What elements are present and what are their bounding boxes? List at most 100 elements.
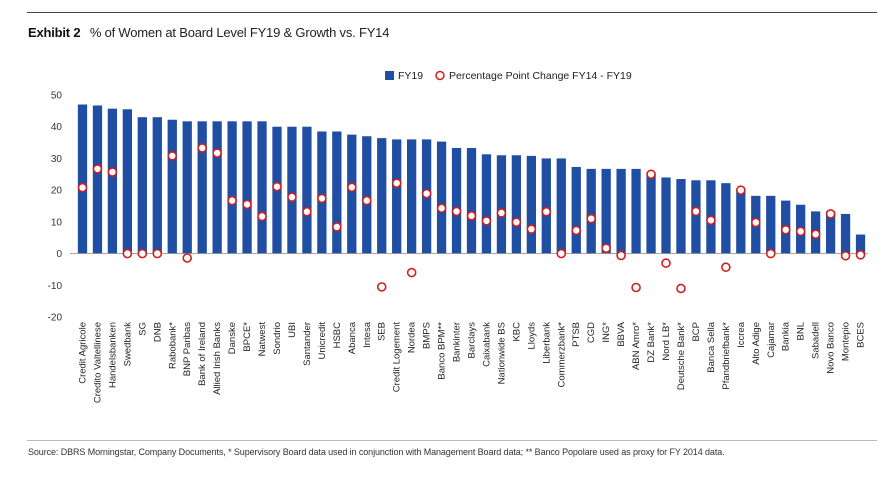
top-rule	[27, 12, 877, 13]
change-marker	[212, 148, 222, 158]
change-marker	[92, 164, 103, 174]
x-category-label: ING*	[601, 322, 612, 343]
y-tick-label: 20	[51, 186, 63, 197]
change-marker	[272, 181, 282, 192]
y-tick-label: 50	[51, 91, 63, 102]
x-category-label: Lloyds	[526, 322, 537, 350]
bar	[77, 104, 88, 254]
change-marker	[810, 229, 821, 240]
x-category-label: BCP	[691, 322, 702, 342]
y-tick-label: -20	[48, 313, 63, 324]
bar	[137, 117, 147, 254]
x-category-label: BMPS	[422, 322, 433, 349]
marker-series	[77, 143, 866, 294]
bar	[436, 141, 447, 254]
bar	[855, 234, 866, 254]
bar	[107, 108, 118, 254]
change-marker	[721, 262, 731, 273]
change-marker	[302, 206, 312, 217]
bar	[227, 121, 237, 254]
bar	[496, 155, 507, 254]
change-marker	[556, 248, 567, 259]
x-category-label: Credito Valtellinese	[92, 322, 103, 403]
source-note: Source: DBRS Morningstar, Company Docume…	[28, 447, 725, 457]
change-marker	[466, 211, 477, 221]
x-category-label: Alto Adige	[751, 322, 762, 365]
change-marker	[676, 283, 686, 294]
bar	[167, 119, 177, 254]
x-category-label: Rabobank*	[167, 322, 178, 369]
change-marker	[586, 213, 597, 224]
x-category-label: Montepio	[841, 322, 852, 361]
x-category-label: PTSB	[571, 322, 582, 347]
change-marker	[436, 203, 447, 214]
x-category-label: BCES	[856, 322, 867, 348]
bar	[526, 155, 536, 254]
x-category-label: Danske	[227, 322, 238, 354]
bar	[840, 213, 851, 254]
x-category-label: Swedbank	[122, 322, 133, 367]
x-category-label: Intesa	[362, 321, 373, 348]
change-marker	[496, 208, 507, 218]
x-category-label: Caixabank	[481, 322, 492, 367]
change-marker	[840, 250, 851, 261]
change-marker	[601, 243, 611, 253]
bar	[586, 168, 596, 254]
x-category-label: Nord LB*	[661, 322, 672, 361]
change-marker	[242, 199, 252, 210]
x-category-label: Unicredit	[317, 322, 328, 360]
x-category-label: UBI	[287, 322, 298, 338]
change-marker	[541, 206, 552, 217]
change-marker	[107, 167, 118, 177]
x-category-label: Novo Banco	[826, 322, 837, 374]
x-category-label: Santander	[302, 322, 313, 366]
x-category-label: Credit Agricole	[77, 322, 88, 384]
legend-label-fy19: FY19	[398, 70, 423, 82]
change-marker	[197, 143, 207, 153]
bar	[392, 139, 402, 254]
change-marker	[706, 215, 716, 226]
change-marker	[376, 282, 387, 292]
chart-title: % of Women at Board Level FY19 & Growth …	[89, 25, 390, 40]
change-marker	[646, 169, 656, 180]
change-marker	[152, 248, 163, 259]
y-tick-label: 40	[51, 122, 63, 133]
change-marker	[571, 225, 582, 236]
bar-chart: FY19 Percentage Point Change FY14 - FY19…	[48, 70, 868, 403]
bar	[616, 168, 626, 254]
x-category-label: BNP Paribas	[182, 322, 193, 376]
bar	[601, 168, 611, 254]
bar	[631, 168, 641, 254]
bar	[317, 131, 327, 254]
bar	[362, 136, 372, 254]
bar	[661, 177, 671, 254]
x-category-label: DZ Bank*	[646, 322, 657, 363]
change-marker	[346, 182, 357, 193]
change-marker	[616, 250, 626, 261]
x-category-label: Liberbank	[541, 322, 552, 364]
bar	[691, 180, 701, 254]
x-category-label: CGD	[586, 322, 597, 343]
legend-bar-swatch	[385, 71, 394, 80]
x-category-label: Allied Irish Banks	[212, 322, 223, 395]
change-marker	[122, 248, 133, 259]
bar	[556, 158, 566, 254]
bar	[481, 154, 492, 254]
y-axis: -20 -10 0 10 20 30 40 50	[48, 91, 63, 324]
change-marker	[825, 209, 836, 219]
x-category-label: Banco BPM**	[437, 322, 448, 380]
change-marker	[317, 193, 327, 204]
change-marker	[631, 282, 641, 293]
x-category-label: Abanca	[347, 321, 358, 354]
chart-legend: FY19 Percentage Point Change FY14 - FY19	[385, 70, 632, 82]
change-marker	[691, 206, 701, 217]
x-category-label: Nordea	[407, 321, 418, 353]
y-tick-label: 30	[51, 154, 63, 165]
change-marker	[391, 178, 402, 188]
x-category-label: ABN Amro*	[631, 322, 642, 370]
bar	[122, 109, 133, 254]
change-marker	[227, 195, 237, 206]
x-category-label: Pfandbriefbank*	[721, 322, 732, 390]
bar	[676, 179, 686, 254]
change-marker	[750, 217, 761, 228]
